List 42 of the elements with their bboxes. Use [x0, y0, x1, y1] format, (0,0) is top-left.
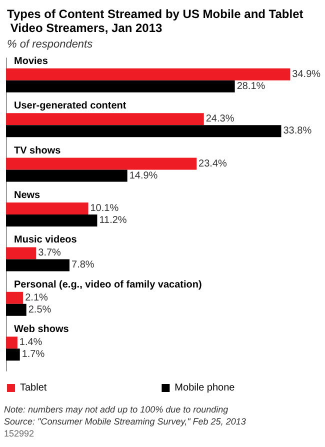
source-note: Source: "Consumer Mobile Streaming Survey," Feb 25, 2013 — [4, 416, 246, 426]
data-label: 3.7% — [38, 248, 62, 259]
data-label: 7.8% — [72, 260, 94, 271]
data-label: 34.9% — [292, 68, 321, 80]
bar — [6, 125, 282, 138]
bar — [6, 68, 290, 80]
bar — [6, 202, 88, 214]
data-label: 33.8% — [283, 126, 312, 137]
y-tick-label: TV shows — [14, 145, 62, 156]
bar — [6, 292, 24, 304]
chart-subtitle: % of respondents — [7, 38, 94, 50]
data-label: 24.3% — [206, 114, 234, 125]
bar — [6, 80, 235, 92]
chart-title: Types of Content Streamed by US Mobile and Tablet Video Streamers, Jan 2013 — [7, 7, 304, 35]
data-label: 1.4% — [19, 337, 42, 348]
y-tick-label: News — [14, 190, 41, 201]
data-label: 10.1% — [90, 203, 119, 214]
text: Note: numbers may not add up to 100% due to rounding — [4, 404, 228, 414]
data-label: 23.4% — [198, 158, 228, 170]
bar — [6, 158, 197, 170]
data-label: 1.7% — [22, 349, 45, 360]
legend-label: Tablet — [20, 382, 47, 394]
bar — [6, 113, 204, 126]
y-tick-label: Personal (e.g., video of family vacation) — [14, 279, 202, 290]
data-label: 2.1% — [25, 292, 48, 304]
bar — [6, 259, 70, 272]
bar — [6, 247, 36, 260]
text: 152992 — [4, 428, 34, 438]
data-label: 14.9% — [129, 170, 158, 182]
data-label: 28.1% — [236, 80, 266, 92]
bar — [6, 304, 26, 316]
data-label: 2.5% — [28, 304, 52, 316]
y-tick-label: Movies — [14, 56, 48, 67]
y-tick-label: Music videos — [14, 234, 78, 246]
bar — [6, 336, 18, 349]
y-tick-label: Web shows — [14, 324, 70, 336]
y-tick-label: User-generated content — [14, 100, 127, 112]
data-label: 11.2% — [99, 215, 127, 226]
bar — [6, 348, 20, 361]
bar — [6, 170, 128, 182]
legend-label: Mobile phone — [174, 382, 236, 394]
bar — [6, 214, 98, 226]
